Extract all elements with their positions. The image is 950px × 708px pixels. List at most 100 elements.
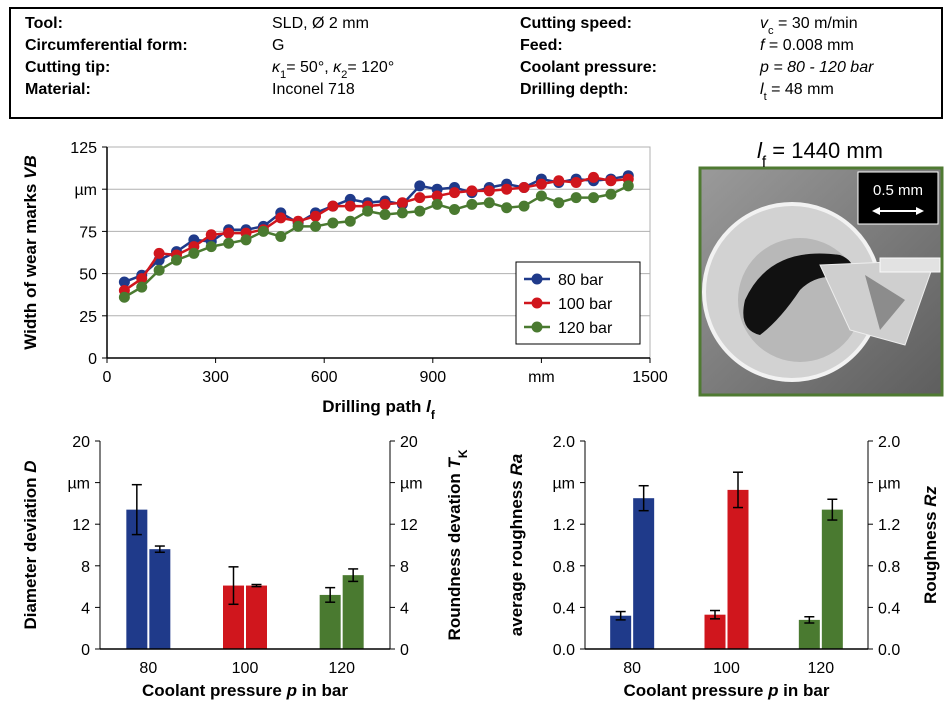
y-axis-label: average roughness Ra [507, 454, 526, 636]
bar [319, 594, 341, 649]
y-tick-label: 2.0 [878, 434, 900, 451]
y2-axis-label-part: Roughness [921, 507, 940, 604]
data-point [223, 237, 235, 249]
x-tick-label: mm [528, 369, 555, 386]
y2-axis-label-part: T [445, 457, 464, 469]
data-point [431, 190, 443, 202]
y-tick-label: 0 [81, 642, 90, 659]
y-tick-label: 0.0 [553, 642, 575, 659]
data-point [171, 254, 183, 266]
data-point [118, 276, 130, 288]
param-value-part: = 120° [347, 59, 394, 76]
arrow-head [872, 207, 880, 215]
y-axis-label-part: Width of wear marks [21, 179, 40, 350]
data-point [396, 207, 408, 219]
y-tick-label: 25 [79, 309, 97, 326]
y-tick-label: µm [67, 476, 90, 493]
data-point [310, 220, 322, 232]
data-point [275, 212, 287, 224]
param-value: Inconel 718 [272, 81, 355, 98]
param-label: Material: [25, 81, 91, 98]
data-point [570, 176, 582, 188]
data-point [344, 200, 356, 212]
data-point [605, 188, 617, 200]
scale-label: 0.5 mm [873, 182, 923, 199]
data-point [205, 229, 217, 241]
data-point [379, 209, 391, 221]
y-tick-label: 12 [400, 517, 418, 534]
y-tick-label: 2.0 [553, 434, 575, 451]
bar [727, 489, 749, 649]
param-label: Feed: [520, 37, 563, 54]
data-point [136, 281, 148, 293]
data-point [153, 247, 165, 259]
y-tick-label: 0.4 [553, 600, 575, 617]
data-point [501, 202, 513, 214]
x-axis-label-part: f [431, 408, 435, 422]
y-tick-label: 1.2 [878, 517, 900, 534]
x-axis-label-part: l [426, 397, 432, 416]
param-label: Drilling depth: [520, 81, 628, 98]
x-axis-label-part: p [286, 681, 297, 700]
data-point [153, 264, 165, 276]
param-value-part: t [764, 91, 768, 103]
x-axis-label-part: Drilling path [322, 397, 426, 416]
data-point [379, 198, 391, 210]
error-bar [348, 568, 359, 583]
data-point [327, 200, 339, 212]
x-axis-label-part: in bar [778, 681, 829, 700]
data-point [414, 180, 426, 192]
param-label: Cutting tip: [25, 59, 110, 76]
error-bar [615, 610, 626, 621]
data-point [205, 241, 217, 253]
bar [821, 509, 843, 649]
data-point [257, 225, 269, 237]
data-point [553, 197, 565, 209]
y-tick-label: 125 [70, 140, 97, 157]
data-point [240, 234, 252, 246]
bar [342, 575, 364, 649]
x-tick-label: 120 [328, 660, 355, 677]
bar [633, 498, 655, 649]
error-bar [154, 545, 165, 554]
param-label: Circumferential form: [25, 37, 188, 54]
bar [246, 585, 267, 649]
photo [700, 168, 942, 395]
param-value-part: Inconel 718 [272, 81, 355, 98]
y-tick-label: 12 [72, 517, 90, 534]
y-tick-label: 1.2 [553, 517, 575, 534]
x-axis-label: Coolant pressure p in bar [624, 681, 830, 700]
scale-box [857, 171, 939, 225]
error-bar [325, 586, 336, 603]
data-point [483, 197, 495, 209]
y-tick-label: µm [74, 182, 97, 199]
param-value-part: SLD, Ø 2 mm [272, 15, 369, 32]
data-point [622, 180, 634, 192]
y-tick-label: 0.8 [553, 559, 575, 576]
data-point [414, 192, 426, 204]
param-value: p = 80 - 120 bar [759, 59, 874, 76]
x-tick-label: 1500 [632, 369, 668, 386]
data-point [588, 171, 600, 183]
data-point [396, 197, 408, 209]
y-tick-label: 75 [79, 224, 97, 241]
data-point [535, 190, 547, 202]
y-tick-label: µm [400, 476, 423, 493]
data-point [570, 192, 582, 204]
y-axis-label: Diameter deviation D [21, 460, 40, 629]
y-tick-label: 8 [400, 559, 409, 576]
error-bar [251, 583, 262, 588]
param-value-part: p = 80 - 120 bar [759, 59, 874, 76]
data-point [483, 185, 495, 197]
bar [704, 614, 726, 649]
y-tick-label: µm [878, 476, 901, 493]
error-bar [710, 609, 720, 620]
x-axis-label-part: Coolant pressure [142, 681, 287, 700]
param-value-part: = 30 m/min [774, 15, 858, 32]
y-tick-label: 0.4 [878, 600, 900, 617]
x-tick-label: 900 [419, 369, 446, 386]
photo-frame [698, 166, 944, 397]
param-value-part: κ [272, 59, 281, 76]
y-tick-label: 20 [72, 434, 90, 451]
data-point [223, 227, 235, 239]
